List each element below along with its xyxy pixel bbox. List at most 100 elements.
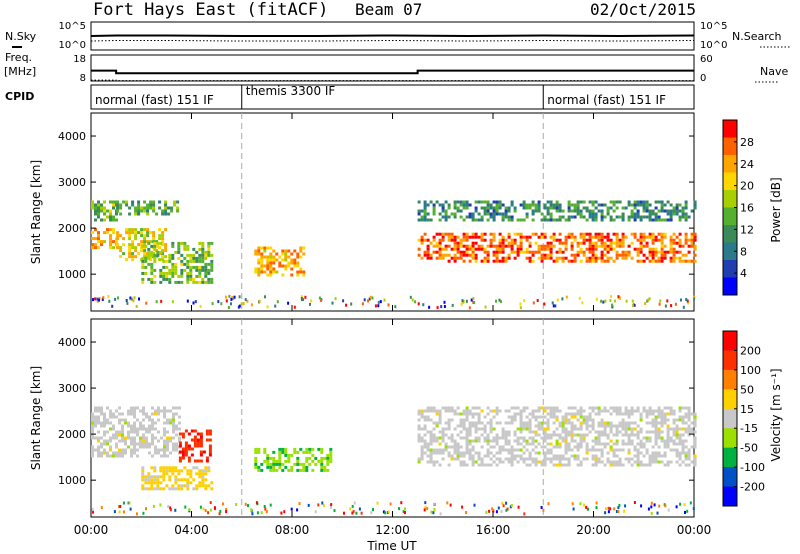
data-cell	[492, 460, 496, 464]
data-cell	[666, 430, 670, 434]
noise-series-0	[90, 34, 695, 38]
data-cell	[657, 200, 661, 204]
data-cell	[462, 463, 466, 467]
data-cell	[290, 252, 294, 256]
data-cell	[142, 427, 145, 431]
data-cell	[174, 478, 178, 482]
data-cell	[498, 200, 502, 204]
data-cell	[160, 436, 163, 440]
data-cell	[98, 298, 100, 302]
data-cell	[537, 247, 541, 251]
data-cell	[506, 507, 509, 511]
data-cell	[492, 427, 496, 431]
data-cell	[618, 406, 622, 410]
data-cell	[588, 448, 592, 452]
data-cell	[531, 200, 535, 204]
data-cell	[165, 277, 169, 281]
data-cell	[290, 258, 294, 262]
data-cell	[167, 212, 171, 216]
data-cell	[109, 454, 112, 458]
data-cell	[441, 439, 445, 443]
data-cell	[172, 430, 175, 434]
data-cell	[690, 209, 694, 213]
data-cell	[109, 246, 112, 250]
data-cell	[323, 468, 327, 472]
data-cell	[675, 212, 679, 216]
data-cell	[441, 232, 445, 236]
colorbar-tick-label: 20	[740, 180, 754, 193]
data-cell	[207, 244, 211, 248]
data-cell	[157, 439, 160, 443]
data-cell	[555, 439, 559, 443]
data-cell	[669, 209, 673, 213]
xtick-label: 20:00	[576, 523, 611, 537]
data-cell	[146, 209, 150, 213]
data-cell	[198, 274, 202, 278]
colorbar-tick-label: -200	[740, 481, 765, 494]
data-cell	[654, 235, 658, 239]
data-cell	[657, 209, 661, 213]
data-cell	[606, 212, 610, 216]
data-cell	[435, 241, 439, 245]
data-cell	[158, 246, 162, 250]
data-cell	[588, 200, 592, 204]
data-cell	[522, 436, 526, 440]
data-cell	[109, 448, 112, 452]
data-cell	[564, 442, 568, 446]
data-cell	[669, 218, 673, 222]
data-cell	[468, 306, 471, 310]
data-cell	[579, 259, 583, 263]
data-cell	[187, 456, 191, 460]
data-cell	[100, 218, 103, 222]
data-cell	[534, 433, 538, 437]
data-cell	[133, 406, 136, 410]
data-cell	[552, 409, 556, 413]
data-cell	[594, 442, 598, 446]
data-cell	[468, 439, 472, 443]
data-cell	[266, 465, 270, 469]
data-cell	[660, 424, 664, 428]
data-cell	[443, 300, 446, 304]
data-cell	[432, 502, 435, 506]
data-cell	[690, 460, 694, 464]
data-cell	[648, 253, 652, 257]
data-cell	[143, 252, 147, 256]
data-cell	[106, 451, 109, 455]
data-cell	[148, 427, 151, 431]
data-cell	[567, 433, 571, 437]
data-cell	[163, 442, 166, 446]
data-cell	[198, 484, 202, 488]
data-cell	[329, 456, 333, 460]
data-cell	[161, 212, 165, 216]
data-cell	[588, 212, 592, 216]
data-cell	[678, 415, 682, 419]
data-cell	[681, 253, 685, 257]
data-cell	[606, 206, 610, 210]
data-cell	[165, 265, 169, 269]
data-cell	[558, 445, 562, 449]
colorbar-tick-label: 4	[740, 267, 747, 280]
data-cell	[615, 454, 619, 458]
data-cell	[627, 218, 631, 222]
data-cell	[591, 463, 595, 467]
data-cell	[281, 450, 285, 454]
data-cell	[136, 442, 139, 446]
data-cell	[209, 508, 212, 512]
data-cell	[257, 465, 261, 469]
data-cell	[264, 295, 266, 299]
data-cell	[615, 232, 619, 236]
data-cell	[519, 415, 523, 419]
data-cell	[150, 277, 154, 281]
data-cell	[145, 412, 148, 416]
colorbar-swatch	[723, 172, 737, 191]
data-cell	[654, 430, 658, 434]
data-cell	[293, 264, 297, 268]
data-cell	[139, 442, 142, 446]
data-cell	[121, 424, 124, 428]
data-cell	[594, 235, 598, 239]
data-cell	[532, 301, 535, 305]
data-cell	[588, 412, 592, 416]
data-cell	[172, 445, 175, 449]
data-cell	[555, 457, 559, 461]
